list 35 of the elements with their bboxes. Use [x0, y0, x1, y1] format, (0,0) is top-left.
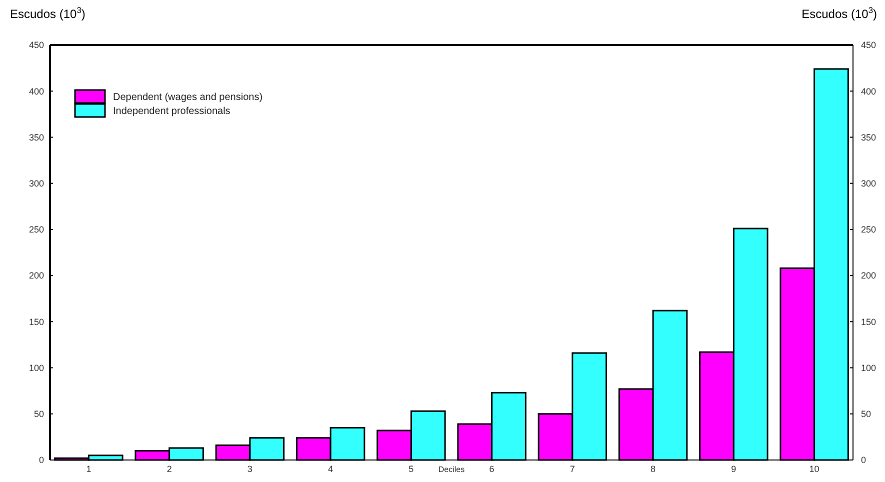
legend-label: Independent professionals — [113, 106, 230, 117]
y2-tick-label: 300 — [861, 178, 876, 188]
y-tick-label: 300 — [28, 178, 44, 188]
y2-tick-label: 350 — [861, 132, 876, 142]
x-tick-label: 2 — [166, 464, 172, 474]
y-tick-label: 250 — [28, 224, 44, 235]
y-tick-label: 150 — [28, 316, 44, 327]
y2-tick-label: 100 — [861, 362, 876, 373]
y-tick-label: 450 — [28, 40, 44, 50]
y-tick-label: 350 — [28, 132, 44, 142]
y-tick-label: 100 — [28, 362, 44, 373]
x-tick-label: 10 — [809, 464, 820, 474]
x-tick-label: 7 — [570, 464, 575, 474]
y-tick-label: 400 — [28, 86, 44, 96]
x-tick-label: 5 — [408, 464, 414, 474]
y2-tick-label: 150 — [861, 316, 876, 327]
y2-tick-label: 250 — [861, 224, 876, 235]
y-tick-label: 50 — [34, 409, 44, 420]
legend-label: Dependent (wages and pensions) — [113, 92, 263, 103]
x-tick-label: 4 — [328, 464, 334, 474]
y2-tick-label: 50 — [861, 409, 872, 420]
x-tick-label: 6 — [489, 464, 494, 474]
x-axis-title: Deciles — [438, 465, 465, 474]
x-tick-label: 9 — [731, 464, 736, 474]
y-axis-title: Escudos (10$^{3}$) — [10, 5, 86, 21]
y-tick-label: 200 — [28, 270, 44, 281]
y2-tick-label: 200 — [861, 270, 876, 281]
y2-tick-label: 0 — [861, 455, 866, 466]
y-tick-label: 0 — [38, 455, 44, 466]
y2-tick-label: 450 — [861, 40, 876, 50]
y2-axis-title: Escudos (10$^{3}$) — [802, 5, 877, 21]
y2-tick-label: 400 — [861, 86, 876, 96]
x-tick-label: 3 — [247, 464, 252, 474]
x-tick-label: 8 — [650, 464, 656, 474]
x-tick-label: 1 — [86, 464, 92, 474]
